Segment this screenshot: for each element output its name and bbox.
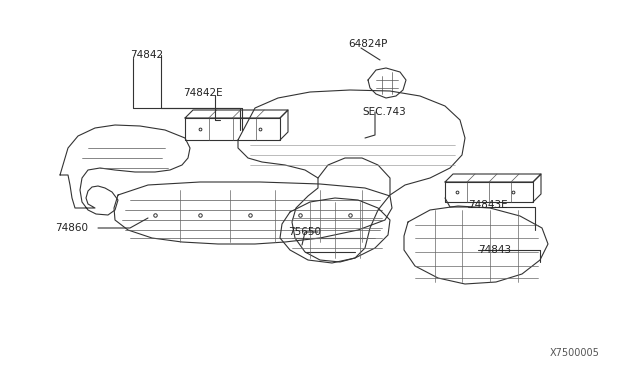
Text: 74843: 74843 [478, 245, 511, 255]
Text: 74842: 74842 [130, 50, 163, 60]
Text: 74860: 74860 [55, 223, 88, 233]
Text: 74843E: 74843E [468, 200, 508, 210]
Text: X7500005: X7500005 [550, 348, 600, 358]
Text: 75650: 75650 [288, 227, 321, 237]
Text: 74842E: 74842E [183, 88, 223, 98]
Text: SEC.743: SEC.743 [362, 107, 406, 117]
Text: 64824P: 64824P [348, 39, 387, 49]
